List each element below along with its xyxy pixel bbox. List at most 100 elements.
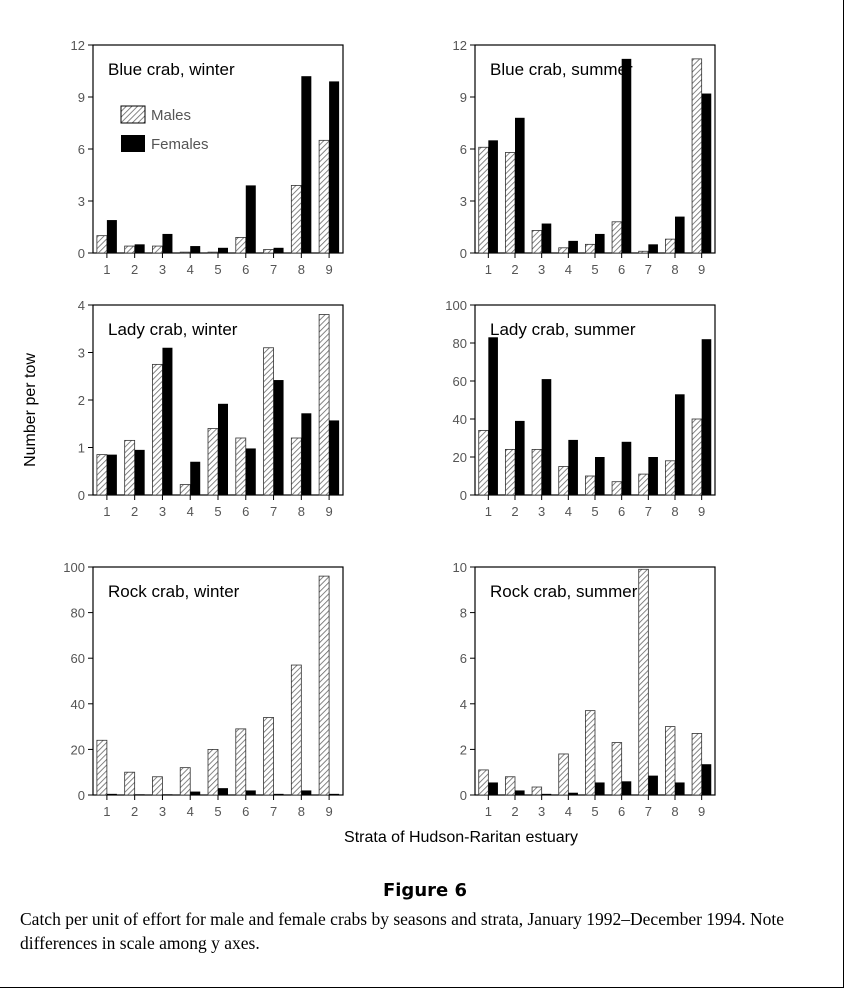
x-tick-label: 3 [538,804,545,819]
bar-female [273,793,284,795]
y-tick-label: 3 [78,194,85,209]
bar-female [675,216,685,253]
bar-female [190,246,201,253]
y-tick-label: 4 [460,697,467,712]
bar-female [329,81,340,254]
x-tick-label: 3 [159,504,166,519]
y-tick-label: 9 [460,90,467,105]
x-tick-label: 6 [618,804,625,819]
legend-label-males: Males [151,107,191,124]
y-tick-label: 4 [78,298,85,313]
bar-male [96,739,108,796]
y-tick-label: 6 [460,142,467,157]
panel-3: 0 1 2 3 4 1 2 3 4 5 6 7 8 9 Lady crab, winter [78,298,344,519]
bar-male [152,363,163,496]
bar-female [190,791,201,795]
bar-male [478,146,489,254]
x-tick-label: 8 [671,504,678,519]
bar-male [611,221,623,254]
x-tick-label: 8 [298,262,305,277]
bar-male [318,139,330,254]
bar-female [595,233,605,253]
x-tick-label: 6 [242,262,249,277]
x-tick-label: 9 [698,504,705,519]
bar-female [515,790,525,795]
bar-male [263,347,274,496]
x-tick-label: 2 [511,504,518,519]
x-tick-label: 4 [187,504,194,519]
bar-male [124,439,136,496]
x-tick-label: 1 [103,504,110,519]
bar-female [301,413,312,495]
bar-male [638,568,649,796]
bar-female [568,240,578,253]
y-tick-label: 20 [71,742,85,757]
y-tick-label: 3 [460,194,467,209]
x-tick-label: 2 [131,262,138,277]
bar-male [611,481,623,496]
x-tick-label: 4 [187,804,194,819]
bar-male [290,437,302,496]
caption-block: Figure 6 Catch per unit of effort for ma… [20,880,830,955]
bar-female [134,794,145,795]
bar-female [621,58,632,253]
legend: Males Females [120,105,209,153]
bar-female [595,782,605,795]
x-tick-label: 5 [214,804,221,819]
bar-female [701,339,712,495]
x-tick-label: 1 [485,262,492,277]
panel-title: Rock crab, winter [108,582,240,601]
bar-male [665,460,676,496]
bar-female [329,793,340,795]
y-tick-label: 20 [453,450,467,465]
bar-male [504,152,516,254]
y-tick-label: 40 [71,697,85,712]
y-tick-label: 3 [78,346,85,361]
bar-male [611,742,623,796]
bar-female [245,790,256,795]
y-tick-label: 80 [71,606,85,621]
x-tick-label: 8 [298,804,305,819]
y-tick-label: 2 [460,742,467,757]
y-tick-label: 80 [453,336,467,351]
bar-male [531,230,543,254]
x-tick-label: 8 [298,504,305,519]
bar-male [96,454,108,496]
bar-male [585,243,596,254]
bar-female [648,457,658,495]
bar-male [531,786,543,796]
y-tick-label: 0 [460,488,467,503]
bar-female [701,93,712,254]
panel-title: Lady crab, winter [108,320,238,339]
y-tick-label: 0 [460,788,467,803]
x-tick-label: 6 [242,804,249,819]
bar-male [504,448,516,496]
bar-female [162,233,173,253]
y-tick-label: 0 [78,788,85,803]
bar-female [106,793,117,795]
x-tick-label: 6 [242,504,249,519]
x-tick-label: 9 [325,804,332,819]
x-tick-label: 3 [538,262,545,277]
y-tick-label: 10 [453,560,467,575]
bar-male [179,484,191,496]
x-tick-label: 5 [214,504,221,519]
bar-male [124,771,136,796]
bar-female [162,794,173,795]
panel-5: 0 20 40 60 80 100 1 2 3 4 5 6 7 8 9 Rock crab, winter [63,560,344,819]
y-tick-label: 60 [453,374,467,389]
bar-male [691,58,703,254]
bar-male [263,249,274,254]
bar-male [638,473,649,496]
bar-female [648,244,658,253]
bar-male [179,767,191,796]
x-tick-label: 1 [103,262,110,277]
y-tick-label: 0 [78,246,85,261]
x-tick-label: 4 [565,804,572,819]
bar-male [531,448,543,496]
x-tick-label: 4 [565,262,572,277]
bar-male [207,251,219,254]
bar-male [152,245,163,254]
bar-male [478,429,489,496]
